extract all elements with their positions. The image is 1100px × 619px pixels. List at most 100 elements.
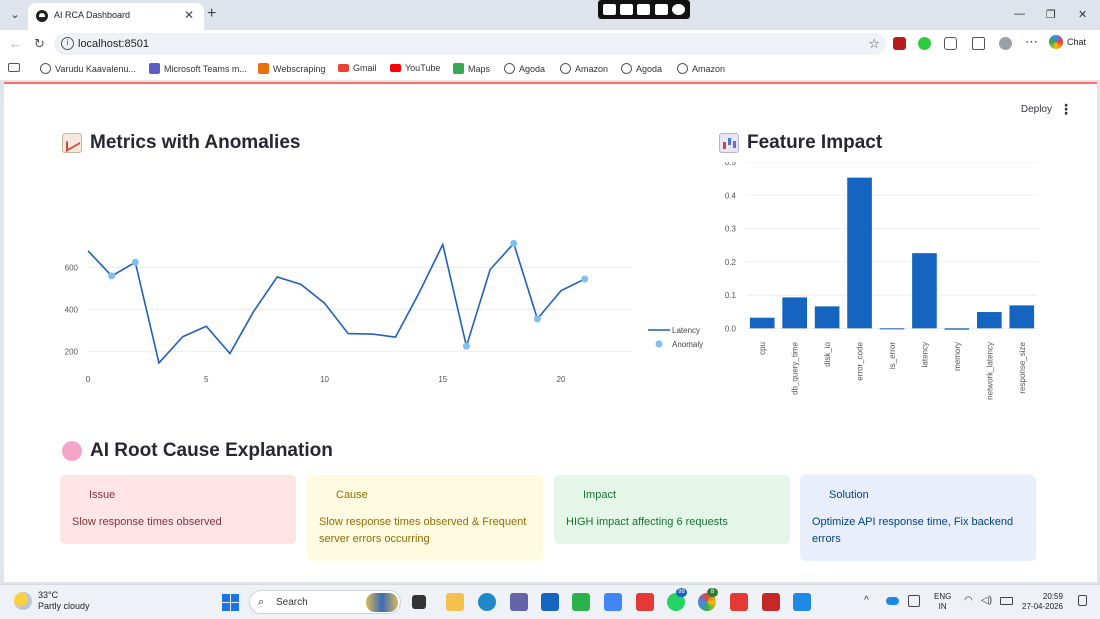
close-window-icon[interactable]: ✕ <box>1078 9 1088 21</box>
notifications-icon[interactable] <box>1078 595 1087 606</box>
bookmark-star-icon[interactable]: ☆ <box>868 36 880 51</box>
new-tab-icon[interactable]: + <box>207 5 217 22</box>
onedrive-cloud-icon[interactable] <box>886 597 899 605</box>
chat-logo-icon <box>1049 35 1063 49</box>
language-indicator[interactable]: ENG IN <box>934 592 951 612</box>
volume-icon[interactable]: ◁) <box>981 595 993 606</box>
profile-avatar[interactable] <box>999 37 1012 50</box>
google-docs-icon[interactable] <box>604 593 622 611</box>
extensions-puzzle-icon[interactable] <box>944 37 957 50</box>
vscode-icon[interactable] <box>793 593 811 611</box>
bookmarks-bar: Varudu Kaavalenu... Microsoft Teams m...… <box>0 57 1100 81</box>
bookmark-label: Webscraping <box>273 63 326 74</box>
rca-heading-text: AI Root Cause Explanation <box>90 440 333 461</box>
bookmark-label: Maps <box>468 63 491 74</box>
bookmark-agoda[interactable]: Agoda <box>504 63 545 74</box>
minimize-icon[interactable]: — <box>1014 8 1025 20</box>
favorites-list-icon[interactable] <box>972 37 985 50</box>
deploy-button[interactable]: Deploy <box>1020 104 1052 115</box>
app-green-icon[interactable] <box>572 593 590 611</box>
annotate-icon[interactable] <box>603 4 617 15</box>
y-tick-label: 0.1 <box>725 291 737 300</box>
clock[interactable]: 20:59 27-04-2026 <box>1022 592 1063 612</box>
anomaly-point <box>581 275 589 283</box>
bookmark-gmail[interactable]: Gmail <box>338 63 377 73</box>
bookmark-amazon[interactable]: Amazon <box>677 63 725 74</box>
whatsapp-icon[interactable] <box>667 593 685 611</box>
url-text[interactable]: localhost:8501 <box>78 38 149 50</box>
bookmark-youtube[interactable]: YouTube <box>390 63 440 73</box>
webscraping-icon <box>258 63 269 74</box>
partly-cloudy-icon <box>14 592 32 610</box>
x-tick-label: memory <box>953 342 962 371</box>
tab-title: AI RCA Dashboard <box>54 10 131 20</box>
address-bar[interactable]: i localhost:8501 ☆ <box>54 33 886 55</box>
weather-widget[interactable]: 33°C Partly cloudy <box>14 590 90 612</box>
window-icon[interactable] <box>654 4 668 15</box>
more-menu-icon[interactable]: ⋯ <box>1025 34 1038 49</box>
browser-tab[interactable]: AI RCA Dashboard ✕ <box>28 3 204 30</box>
y-tick-label: 400 <box>65 305 79 314</box>
site-info-icon[interactable]: i <box>61 37 74 50</box>
chat-button[interactable]: Chat <box>1049 35 1086 49</box>
microsoft-store-icon[interactable] <box>541 593 559 611</box>
tray-app-icon[interactable] <box>908 595 920 607</box>
temperature: 33°C <box>38 590 59 600</box>
chart-increasing-icon <box>62 133 82 153</box>
show-hidden-icons-chevron-icon[interactable]: ^ <box>864 595 869 606</box>
bookmark-label: Agoda <box>636 63 663 74</box>
whatsapp-badge: 98 <box>676 588 687 597</box>
back-arrow-icon[interactable]: ← <box>9 36 22 51</box>
task-view-icon[interactable] <box>412 595 426 609</box>
bookmark-agoda[interactable]: Agoda <box>621 63 662 74</box>
tab-groups-icon[interactable] <box>8 63 20 72</box>
bookmark-label: Microsoft Teams m... <box>164 63 247 74</box>
main-menu-icon[interactable]: ⋮ <box>1059 101 1073 117</box>
bookmark-teams[interactable]: Microsoft Teams m... <box>149 63 247 74</box>
chrome-icon[interactable] <box>698 593 716 611</box>
search-highlight-image <box>366 593 398 612</box>
restore-icon[interactable]: ❐ <box>1046 9 1056 21</box>
bookmark-webscraping[interactable]: Webscraping <box>258 63 325 74</box>
camera-icon[interactable] <box>620 4 634 15</box>
feature-impact-bar-chart[interactable]: 0.0 0.1 0.2 0.3 0.4 0.5 cpu db_query_time disk_i… <box>708 162 1048 402</box>
x-tick-label: disk_io <box>823 341 832 366</box>
x-tick-label: cpu <box>758 342 767 355</box>
video-icon[interactable] <box>637 4 651 15</box>
x-tick-label: 15 <box>438 375 447 384</box>
bar-cpu <box>749 317 775 329</box>
close-tab-icon[interactable]: ✕ <box>183 8 194 22</box>
red-circle-icon <box>72 490 83 501</box>
windows-start-icon[interactable] <box>222 594 239 611</box>
y-tick-label: 0.4 <box>725 191 737 200</box>
acrobat-icon[interactable] <box>762 593 780 611</box>
search-label: Search <box>276 597 308 608</box>
screen-recorder-toolbar <box>598 0 690 19</box>
file-explorer-icon[interactable] <box>446 593 464 611</box>
x-tick-label: 20 <box>557 375 566 384</box>
wifi-icon[interactable]: ◠ <box>964 595 973 606</box>
extension-green-plus-icon[interactable] <box>918 37 931 50</box>
legend-latency-label: Latency <box>672 326 700 335</box>
wps-office-icon[interactable] <box>636 593 654 611</box>
latency-line <box>87 241 586 365</box>
battery-icon[interactable] <box>1000 597 1013 605</box>
wps-writer-icon[interactable] <box>730 593 748 611</box>
settings-gear-icon[interactable] <box>671 4 685 15</box>
bookmark-amazon[interactable]: Amazon <box>560 63 608 74</box>
clock-date: 27-04-2026 <box>1022 602 1063 611</box>
teams-icon[interactable] <box>510 593 528 611</box>
browser-toolbar: ← ↻ i localhost:8501 ☆ ⋯ Chat <box>0 30 1100 57</box>
brain-icon <box>62 441 82 461</box>
bookmark-varudu[interactable]: Varudu Kaavalenu... <box>40 63 136 74</box>
latency-line-chart[interactable]: 200 400 600 0 5 10 15 20 Latency Anomaly <box>44 234 714 384</box>
extension-red-icon[interactable] <box>893 37 906 50</box>
bookmark-maps[interactable]: Maps <box>453 63 490 74</box>
tab-search-chevron-icon[interactable]: ⌄ <box>10 9 20 21</box>
x-tick-label: 0 <box>86 375 91 384</box>
edge-browser-icon[interactable] <box>478 593 496 611</box>
streamlit-favicon-icon <box>36 10 48 22</box>
solution-card-title: Solution <box>829 489 869 501</box>
taskbar-search[interactable]: ⌕ Search <box>249 590 401 614</box>
reload-icon[interactable]: ↻ <box>34 36 45 51</box>
